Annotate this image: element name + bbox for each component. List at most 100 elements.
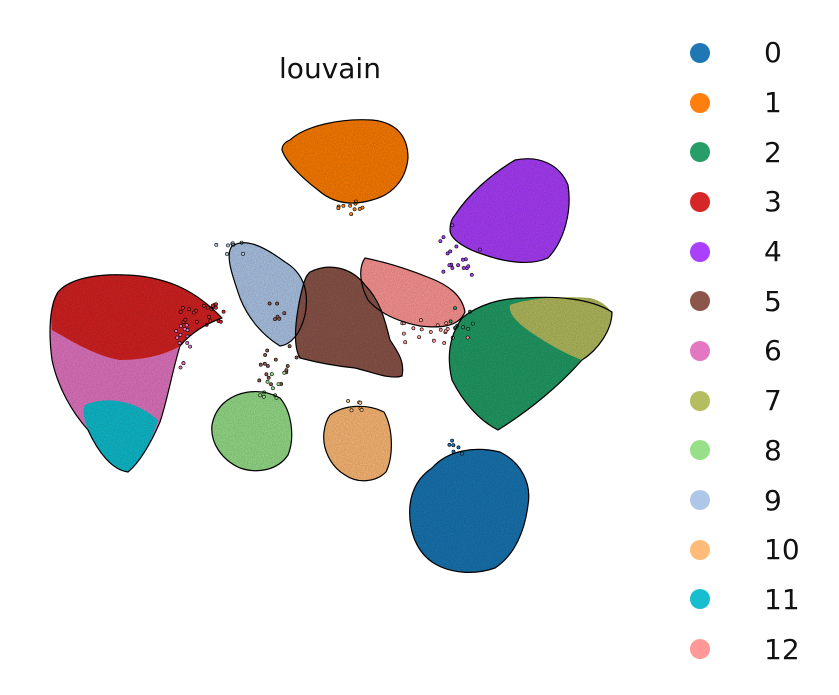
stray-point-cluster-12 [444,321,449,326]
stray-point-cluster-12 [419,327,424,332]
legend-item-11: 11 [690,575,800,625]
stray-point-cluster-3 [191,310,196,315]
legend-label: 0 [764,36,782,70]
stray-point-cluster-5 [257,378,262,383]
stray-point-cluster-5 [265,364,270,368]
legend-marker [690,142,710,163]
stray-point-cluster-3 [213,305,218,310]
stray-point-cluster-5 [294,355,299,360]
stray-point-cluster-8 [276,382,281,387]
legend-item-1: 1 [690,78,782,128]
stray-point-cluster-3 [205,305,210,310]
stray-point-cluster-6 [184,323,189,328]
legend-marker [690,490,710,511]
legend-marker [690,191,710,212]
stray-point-cluster-0 [447,442,452,447]
stray-point-cluster-12 [403,340,408,345]
legend-label: 4 [764,235,782,269]
stray-point-cluster-12 [442,341,447,345]
legend: 0 1 2 3 4 5 6 7 8 9 10 11 12 [690,28,800,674]
cluster-9-points [229,242,307,346]
legend-label: 2 [764,135,782,169]
legend-marker [690,539,710,560]
stray-point-cluster-5 [267,301,272,306]
scatter-points [50,119,612,573]
stray-point-cluster-8 [269,372,274,377]
stray-point-cluster-6 [185,341,190,345]
cluster-2-7-outline [448,296,613,431]
stray-point-cluster-3 [210,303,215,308]
chart-title: louvain [279,52,381,85]
cluster-1-points [282,119,408,203]
stray-point-cluster-9 [225,251,229,256]
cluster-1-outline [281,119,409,204]
stray-point-cluster-6 [177,341,182,345]
cluster-3-6-11-outline [49,274,223,473]
stray-point-cluster-6 [182,327,187,332]
stray-point-cluster-6 [178,332,183,337]
stray-point-cluster-10 [359,407,364,412]
stray-point-cluster-4 [450,223,455,228]
stray-point-cluster-6 [174,329,179,333]
stray-point-cluster-1 [336,206,341,211]
stray-point-cluster-9 [226,243,230,248]
stray-point-cluster-8 [258,393,263,398]
legend-label: 5 [764,284,782,318]
stray-point-cluster-6 [188,344,193,349]
legend-marker [690,92,710,113]
legend-marker [690,291,710,312]
legend-item-0: 0 [690,28,782,78]
stray-point-cluster-5 [284,368,289,373]
stray-point-cluster-12 [438,327,443,332]
legend-item-4: 4 [690,227,782,277]
stray-point-cluster-5 [265,348,270,353]
legend-marker [690,639,710,660]
cluster-outlines [49,119,613,573]
stray-point-cluster-3 [187,307,191,312]
stray-point-cluster-4 [450,266,455,270]
legend-item-6: 6 [690,326,782,376]
stray-point-cluster-4 [466,264,471,269]
stray-point-cluster-4 [454,244,459,249]
stray-point-cluster-3 [180,305,185,310]
stray-point-cluster-2 [448,319,453,324]
cluster-12-points [360,258,465,327]
stray-point-cluster-12 [428,330,433,334]
legend-item-7: 7 [690,376,782,426]
stray-point-cluster-4 [441,269,446,274]
legend-label: 7 [764,384,782,418]
stray-point-cluster-5 [262,361,267,366]
legend-marker [690,241,710,262]
stray-point-cluster-4 [461,266,466,270]
legend-label: 3 [764,185,782,219]
stray-point-cluster-1 [348,203,353,208]
cluster-10-points [323,406,392,481]
cluster-3-points [51,274,222,360]
stray-point-cluster-1 [352,207,357,212]
stray-point-cluster-3 [178,309,183,314]
stray-point-cluster-3 [194,319,199,324]
legend-label: 9 [764,483,782,517]
legend-item-3: 3 [690,177,782,227]
stray-point-cluster-2 [466,326,471,331]
stray-point-cluster-5 [258,362,263,367]
stray-point-cluster-1 [341,203,346,208]
legend-item-5: 5 [690,276,782,326]
stray-point-cluster-12 [417,335,422,340]
stray-point-cluster-10 [349,408,354,413]
legend-item-2: 2 [690,127,782,177]
legend-marker [690,589,710,610]
stray-point-cluster-4 [448,249,453,254]
stray-point-cluster-5 [273,317,277,322]
stray-point-cluster-3 [221,309,226,314]
stray-point-cluster-4 [441,235,446,240]
stray-point-cluster-2 [461,325,466,330]
stray-point-cluster-1 [349,212,354,217]
stray-point-cluster-5 [269,382,273,387]
stray-point-cluster-4 [469,272,474,277]
stray-point-cluster-4 [438,239,443,244]
cluster-7-points [509,297,612,360]
legend-marker [690,42,710,63]
legend-marker [690,440,710,461]
